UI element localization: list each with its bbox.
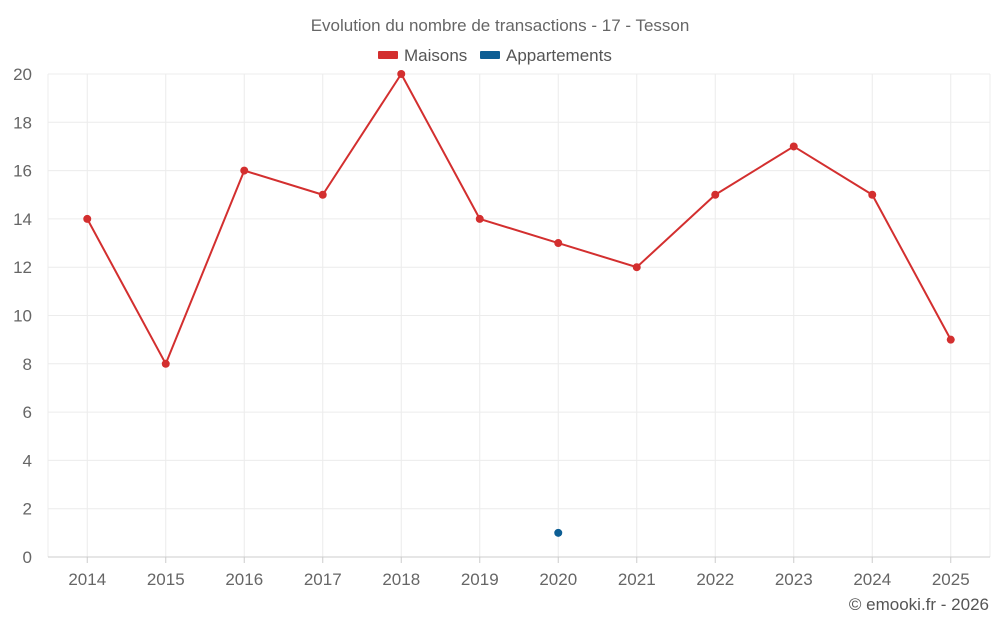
x-axis-ticks: 2014 2015 2016 2017 2018 2019 2020 2021 2022 2023… [68,557,970,589]
data-point-maisons[interactable] [711,190,720,199]
data-point-maisons[interactable] [161,359,170,368]
data-point-maisons[interactable] [318,190,327,199]
y-tick-label: 6 [23,403,32,422]
y-tick-label: 20 [13,65,32,84]
x-tick-label: 2018 [382,570,420,589]
y-tick-label: 10 [13,307,32,326]
credit-text: © emooki.fr - 2026 [849,595,989,614]
y-tick-label: 0 [23,548,32,567]
legend-swatch-appartements [480,51,500,59]
data-point-maisons[interactable] [240,166,249,175]
series-layer [83,70,955,537]
data-point-maisons[interactable] [397,70,406,78]
data-point-maisons[interactable] [83,214,92,223]
data-point-maisons[interactable] [632,263,641,272]
y-tick-label: 14 [13,210,32,229]
x-tick-label: 2023 [775,570,813,589]
legend-label-appartements: Appartements [506,46,612,65]
legend-item-appartements[interactable]: Appartements [480,46,612,65]
x-tick-label: 2017 [304,570,342,589]
x-tick-label: 2020 [539,570,577,589]
y-tick-label: 12 [13,258,32,277]
legend-label-maisons: Maisons [404,46,467,65]
x-tick-label: 2025 [932,570,970,589]
x-tick-label: 2014 [68,570,106,589]
x-tick-label: 2016 [225,570,263,589]
x-tick-label: 2019 [461,570,499,589]
legend: Maisons Appartements [378,46,612,65]
x-tick-label: 2024 [853,570,891,589]
x-tick-label: 2022 [696,570,734,589]
data-point-maisons[interactable] [789,142,798,151]
data-point-maisons[interactable] [554,239,563,248]
x-tick-label: 2021 [618,570,656,589]
data-point-maisons[interactable] [475,214,484,223]
y-axis-ticks: 0 2 4 6 8 10 12 14 16 18 20 [13,65,32,567]
data-point-maisons[interactable] [946,335,955,344]
y-tick-label: 4 [23,451,32,470]
y-tick-label: 16 [13,162,32,181]
data-point-maisons[interactable] [868,190,877,199]
series-line-maisons [86,73,952,365]
grid [47,73,991,558]
y-tick-label: 18 [13,113,32,132]
legend-swatch-maisons [378,51,398,59]
y-tick-label: 8 [23,355,32,374]
chart-title: Evolution du nombre de transactions - 17… [311,16,690,35]
y-tick-label: 2 [23,500,32,519]
data-point-appartements[interactable] [554,528,563,537]
legend-item-maisons[interactable]: Maisons [378,46,467,65]
x-tick-label: 2015 [147,570,185,589]
